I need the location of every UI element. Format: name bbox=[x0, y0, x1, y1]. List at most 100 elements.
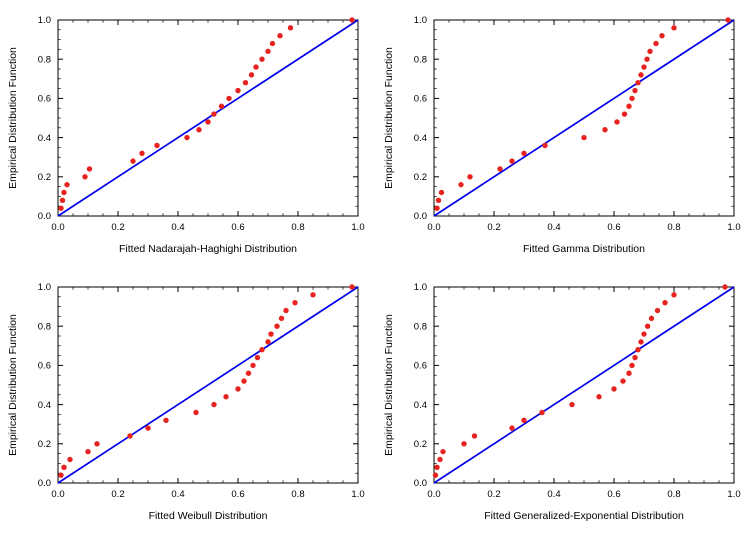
data-point bbox=[644, 56, 650, 62]
pp-plot-nadarajah-haghighi: 0.0 0.2 0.4 0.6 0.8 1.0 0.0 0.2 0.4 0.6 0.8 1.0 Fitt… bbox=[7, 15, 365, 255]
data-point bbox=[94, 441, 100, 447]
x-tick-label: 0.4 bbox=[547, 489, 560, 500]
data-point bbox=[635, 79, 641, 86]
data-point bbox=[67, 457, 73, 463]
x-axis-label: Fitted Generalized-Exponential Distribut… bbox=[484, 510, 684, 522]
data-point bbox=[722, 284, 728, 290]
data-point bbox=[461, 441, 467, 447]
data-point bbox=[64, 181, 70, 188]
x-tick-label: 1.0 bbox=[727, 222, 740, 233]
x-tick-label: 0.8 bbox=[291, 489, 304, 500]
y-tick-label: 1.0 bbox=[38, 282, 51, 293]
data-point bbox=[218, 103, 225, 109]
data-point bbox=[614, 118, 620, 125]
x-tick-label: 0.2 bbox=[487, 489, 500, 500]
data-point bbox=[725, 17, 731, 23]
data-point bbox=[211, 402, 217, 408]
data-point bbox=[154, 142, 160, 148]
y-tick-label: 1.0 bbox=[414, 15, 427, 26]
data-point bbox=[539, 409, 545, 416]
data-point bbox=[248, 71, 255, 78]
data-point bbox=[163, 417, 169, 424]
data-point bbox=[638, 339, 644, 345]
data-point bbox=[471, 433, 478, 439]
data-point bbox=[659, 32, 665, 39]
reference-diagonal-line bbox=[57, 19, 359, 217]
data-point bbox=[434, 205, 440, 211]
data-point bbox=[265, 339, 271, 345]
data-point bbox=[292, 300, 298, 306]
data-point bbox=[671, 24, 677, 31]
data-point bbox=[648, 315, 655, 322]
data-point bbox=[268, 331, 274, 337]
data-point bbox=[205, 118, 211, 125]
data-point bbox=[638, 71, 644, 78]
data-point bbox=[196, 126, 202, 133]
data-point bbox=[542, 142, 548, 148]
data-point bbox=[349, 284, 355, 290]
y-axis-label: Empirical Distribution Function bbox=[383, 314, 395, 456]
data-point bbox=[653, 40, 659, 46]
data-point bbox=[434, 464, 440, 471]
data-point bbox=[269, 40, 276, 46]
y-axis-label: Empirical Distribution Function bbox=[383, 47, 395, 189]
y-tick-label: 0.4 bbox=[414, 133, 427, 144]
data-point bbox=[644, 323, 651, 330]
data-point bbox=[626, 103, 632, 109]
data-point bbox=[569, 402, 575, 408]
y-tick-label: 0.2 bbox=[414, 172, 427, 183]
y-tick-label: 0.2 bbox=[38, 172, 51, 183]
data-point bbox=[193, 409, 199, 416]
data-point bbox=[130, 158, 136, 164]
y-tick-label: 0.4 bbox=[414, 400, 427, 411]
data-point bbox=[139, 150, 145, 156]
data-point bbox=[59, 197, 66, 203]
x-tick-label: 0.2 bbox=[111, 489, 124, 500]
data-point bbox=[521, 417, 527, 424]
x-tick-label: 0.0 bbox=[51, 222, 64, 233]
y-tick-label: 0.0 bbox=[38, 211, 51, 222]
data-point bbox=[226, 95, 232, 101]
data-point bbox=[497, 166, 503, 172]
y-tick-label: 0.6 bbox=[414, 93, 427, 104]
reference-diagonal-line bbox=[433, 19, 735, 217]
plot-cell-nadarajah-haghighi: 0.0 0.2 0.4 0.6 0.8 1.0 0.0 0.2 0.4 0.6 0.8 1.0 Fitt… bbox=[0, 0, 376, 268]
data-point bbox=[629, 362, 635, 369]
data-point bbox=[253, 64, 259, 70]
plot-cell-weibull: 0.0 0.2 0.4 0.6 0.8 1.0 0.0 0.2 0.4 0.6 0.8 1.0 Fitt… bbox=[0, 268, 376, 535]
x-tick-label: 0.4 bbox=[171, 222, 184, 233]
data-point bbox=[86, 166, 93, 172]
data-point bbox=[349, 17, 355, 23]
x-tick-label: 0.0 bbox=[427, 222, 440, 233]
y-tick-label: 0.4 bbox=[38, 133, 51, 144]
y-tick-label: 0.8 bbox=[38, 54, 51, 65]
data-point bbox=[259, 347, 265, 353]
data-point bbox=[211, 111, 217, 117]
data-point bbox=[235, 386, 241, 392]
x-tick-label: 0.8 bbox=[667, 489, 680, 500]
data-point bbox=[432, 472, 439, 479]
data-point bbox=[145, 425, 151, 432]
data-point bbox=[521, 150, 527, 156]
reference-diagonal-line bbox=[433, 286, 735, 484]
data-point bbox=[265, 48, 271, 54]
y-tick-label: 0.6 bbox=[38, 93, 51, 104]
x-tick-label: 0.4 bbox=[171, 489, 184, 500]
x-tick-label: 0.8 bbox=[667, 222, 680, 233]
data-point bbox=[602, 126, 608, 133]
pp-plot-weibull: 0.0 0.2 0.4 0.6 0.8 1.0 0.0 0.2 0.4 0.6 0.8 1.0 Fitt… bbox=[7, 282, 365, 522]
data-point bbox=[82, 173, 88, 180]
data-point bbox=[58, 205, 64, 211]
data-point bbox=[621, 111, 628, 117]
data-point bbox=[654, 308, 661, 314]
data-point bbox=[274, 323, 280, 330]
data-point bbox=[259, 56, 265, 62]
y-tick-label: 0.8 bbox=[414, 322, 427, 333]
y-tick-label: 0.0 bbox=[414, 478, 427, 489]
data-point bbox=[581, 134, 587, 141]
x-tick-label: 0.2 bbox=[111, 222, 124, 233]
data-point bbox=[277, 32, 283, 39]
x-tick-label: 0.2 bbox=[487, 222, 500, 233]
x-axis-label: Fitted Gamma Distribution bbox=[523, 243, 645, 255]
